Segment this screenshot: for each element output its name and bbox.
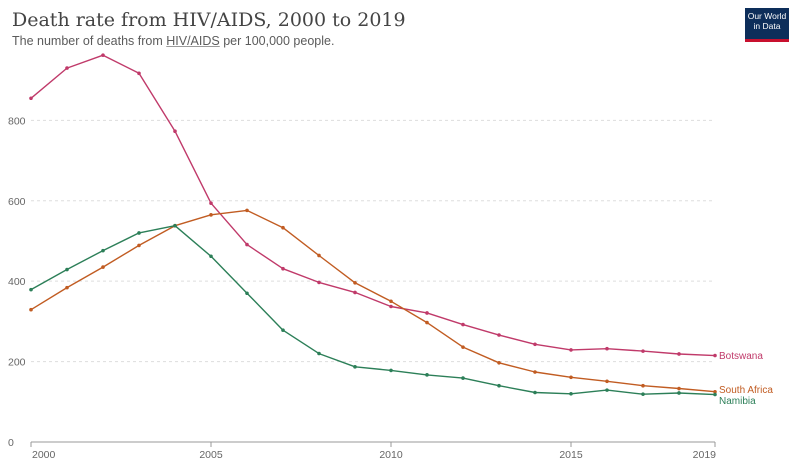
point-botswana-2016 — [605, 346, 609, 351]
y-tick-label-600: 600 — [8, 196, 26, 208]
point-botswana-2003 — [137, 71, 141, 76]
point-south-africa-2005 — [209, 213, 213, 217]
point-botswana-2012 — [461, 322, 465, 327]
point-south-africa-2016 — [605, 379, 609, 384]
point-botswana-2009 — [353, 290, 357, 295]
series-line-namibia — [30, 224, 716, 396]
point-namibia-2005 — [209, 254, 213, 259]
series-lines — [29, 53, 717, 397]
point-south-africa-2002 — [101, 265, 105, 269]
point-botswana-2015 — [569, 348, 573, 352]
point-south-africa-2018 — [677, 386, 681, 391]
series-label-south-africa: South Africa — [719, 385, 773, 396]
point-south-africa-2017 — [641, 383, 645, 388]
point-south-africa-2008 — [317, 253, 321, 258]
point-botswana-2017 — [641, 349, 645, 353]
point-south-africa-2011 — [425, 320, 429, 325]
point-south-africa-2019 — [713, 389, 717, 394]
point-south-africa-2013 — [497, 360, 501, 365]
point-namibia-2019 — [713, 392, 717, 397]
x-tick-label-2019: 2019 — [693, 449, 717, 461]
point-south-africa-2012 — [461, 345, 465, 349]
point-south-africa-2007 — [281, 225, 285, 230]
point-botswana-2018 — [677, 352, 681, 356]
point-namibia-2012 — [461, 376, 465, 380]
chart-title: Death rate from HIV/AIDS, 2000 to 2019 — [12, 9, 406, 31]
point-namibia-2017 — [641, 392, 645, 396]
point-botswana-2005 — [209, 201, 213, 205]
series-line-botswana — [30, 54, 716, 357]
point-botswana-2019 — [713, 353, 717, 358]
point-namibia-2000 — [29, 287, 33, 292]
point-namibia-2009 — [353, 365, 357, 369]
point-botswana-2001 — [65, 66, 69, 70]
subtitle-hiv-link[interactable]: HIV/AIDS — [166, 34, 220, 48]
gridlines — [31, 119, 715, 363]
point-south-africa-2003 — [137, 243, 141, 248]
x-tick-label-2005: 2005 — [199, 449, 223, 461]
point-south-africa-2014 — [533, 370, 537, 374]
point-botswana-2008 — [317, 280, 321, 285]
point-namibia-2011 — [425, 373, 429, 377]
point-namibia-2001 — [65, 267, 69, 272]
subtitle-text-start: The number of deaths from — [12, 34, 167, 48]
y-tick-label-800: 800 — [8, 115, 26, 127]
point-namibia-2015 — [569, 391, 573, 396]
point-namibia-2013 — [497, 383, 501, 388]
x-axis: 2000 2005 2010 2015 2019 — [30, 441, 717, 461]
owid-logo[interactable]: Our World in Data — [745, 8, 789, 42]
point-botswana-2014 — [533, 342, 537, 347]
series-line-south-africa — [30, 209, 716, 393]
point-botswana-2006 — [245, 242, 249, 247]
x-tick-label-2000: 2000 — [32, 449, 56, 461]
series-label-namibia: Namibia — [719, 396, 756, 407]
point-namibia-2008 — [317, 351, 321, 356]
y-tick-label-400: 400 — [8, 276, 26, 288]
x-tick-label-2015: 2015 — [559, 449, 583, 461]
point-botswana-2000 — [29, 96, 33, 101]
y-tick-label-0: 0 — [8, 437, 14, 449]
chart-subtitle: The number of deaths from HIV/AIDS per 1… — [12, 34, 334, 48]
point-namibia-2018 — [677, 391, 681, 395]
point-botswana-2013 — [497, 333, 501, 337]
subtitle-text-end: per 100,000 people. — [219, 34, 335, 48]
series-label-botswana: Botswana — [719, 351, 763, 362]
y-axis-ticks: 0 200 400 600 800 — [8, 115, 26, 449]
y-tick-label-200: 200 — [8, 357, 26, 369]
logo-line-2: in Data — [753, 21, 781, 31]
x-tick-label-2010: 2010 — [379, 449, 403, 461]
point-botswana-2010 — [389, 304, 393, 309]
point-namibia-2004 — [173, 223, 177, 228]
point-south-africa-2015 — [569, 375, 573, 380]
point-south-africa-2006 — [245, 208, 249, 213]
point-namibia-2003 — [137, 231, 141, 235]
point-botswana-2007 — [281, 266, 285, 271]
point-botswana-2011 — [425, 311, 429, 315]
point-south-africa-2010 — [389, 299, 393, 304]
point-namibia-2010 — [389, 368, 393, 373]
point-botswana-2004 — [173, 129, 177, 134]
point-namibia-2014 — [533, 390, 537, 395]
point-south-africa-2009 — [353, 280, 357, 285]
point-namibia-2006 — [245, 291, 249, 296]
point-south-africa-2000 — [29, 307, 33, 312]
point-namibia-2002 — [101, 248, 105, 253]
point-namibia-2007 — [281, 328, 285, 333]
point-botswana-2002 — [101, 53, 105, 58]
point-south-africa-2001 — [65, 285, 69, 290]
point-namibia-2016 — [605, 388, 609, 392]
logo-line-1: Our World — [747, 11, 787, 21]
